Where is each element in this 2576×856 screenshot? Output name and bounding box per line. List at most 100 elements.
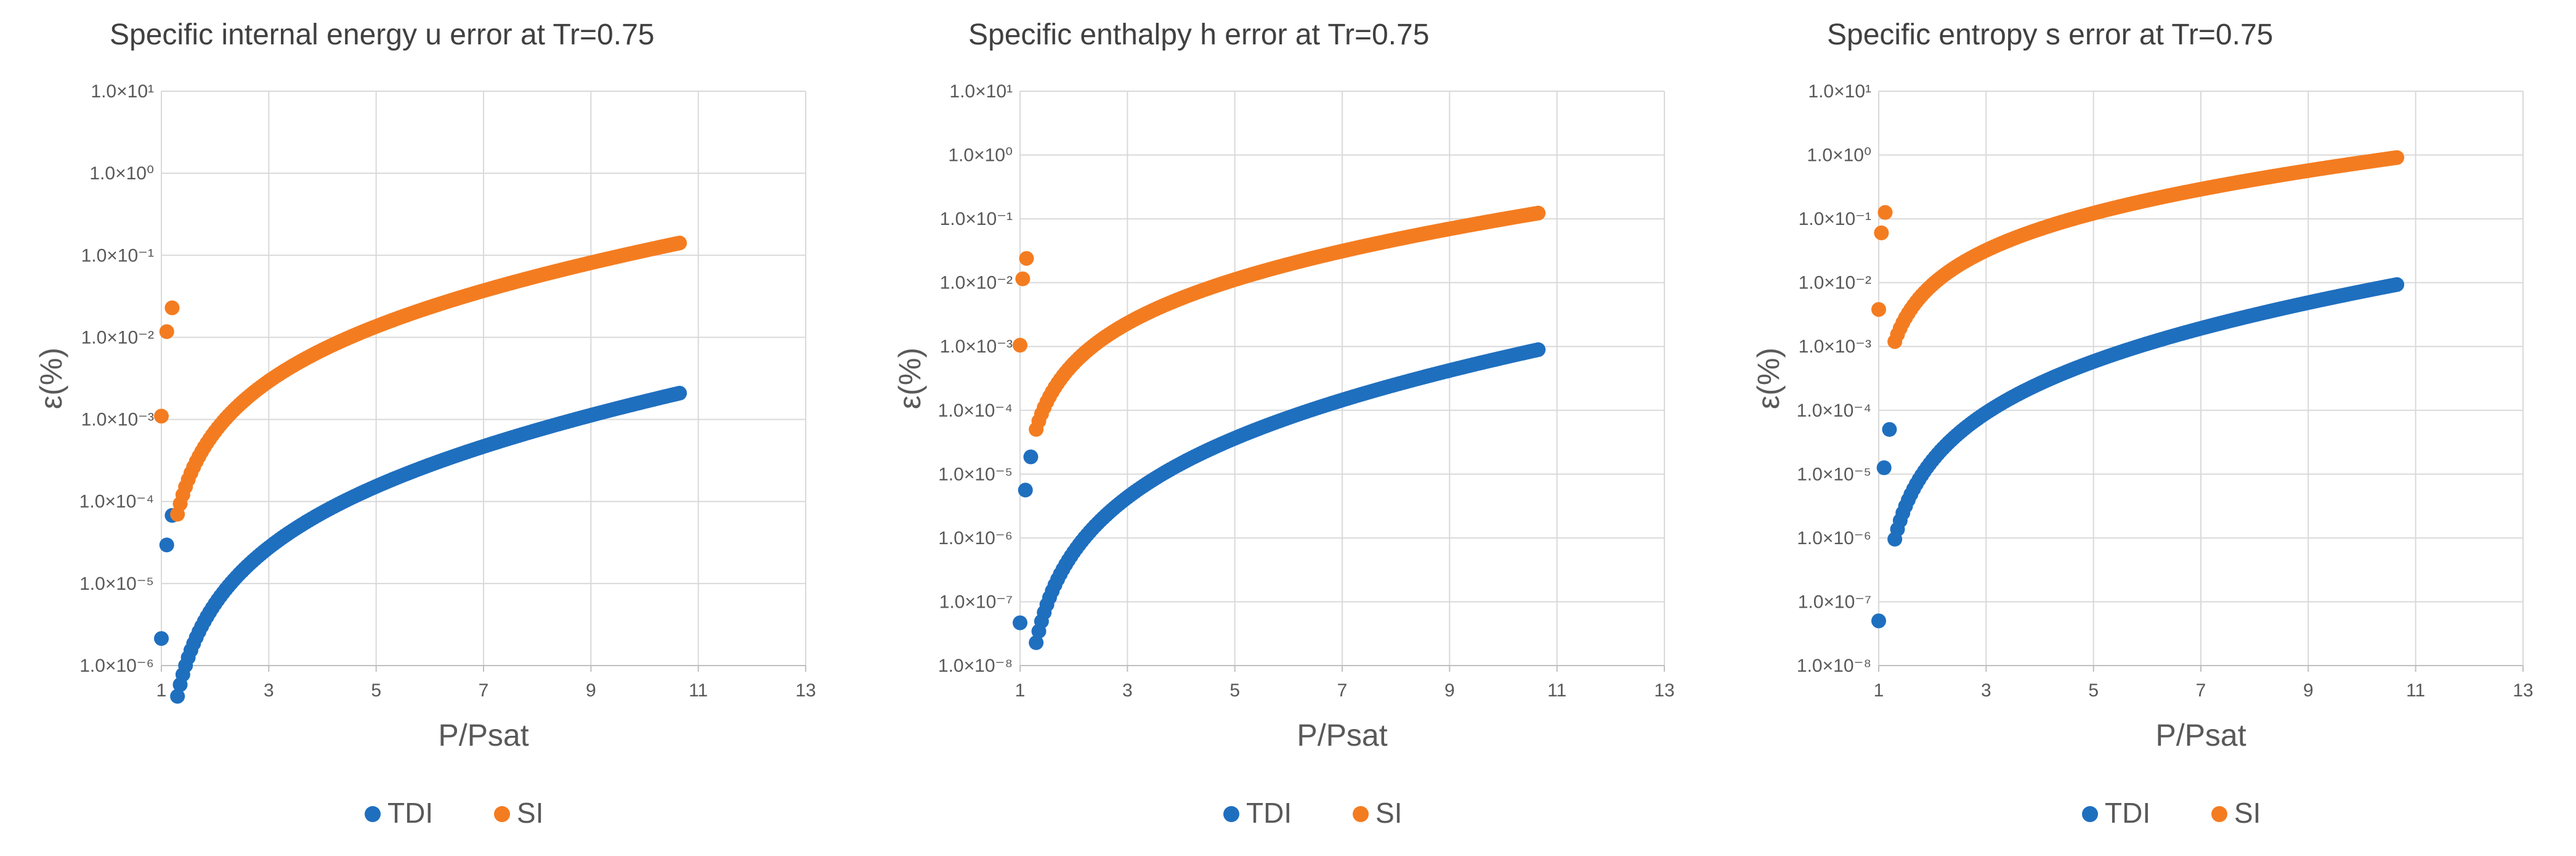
legend-marker-tdi — [1223, 806, 1239, 822]
y-tick-label: 1.0×10⁻² — [81, 327, 154, 348]
series-si — [1871, 150, 2405, 349]
y-axis-label: ε(%) — [1751, 348, 1786, 409]
y-tick-label: 1.0×10¹ — [91, 81, 154, 102]
chart-enthalpy: Specific enthalpy h error at Tr=0.75 1.0×… — [893, 18, 1675, 829]
legend-label-tdi: TDI — [387, 797, 433, 829]
y-axis-label: ε(%) — [893, 348, 927, 409]
data-point-si — [1015, 271, 1031, 287]
legend-marker-tdi — [2082, 806, 2098, 822]
legend-label-si: SI — [2234, 797, 2261, 829]
y-tick-label: 1.0×10⁻⁴ — [1797, 401, 1871, 421]
y-tick-label: 1.0×10⁰ — [948, 145, 1013, 166]
data-point-si — [1013, 338, 1027, 353]
y-tick-label: 1.0×10⁻³ — [1799, 336, 1871, 357]
chart-panel-internal-energy: Specific internal energy u error at Tr=0… — [0, 0, 859, 856]
data-point-tdi — [1531, 342, 1546, 357]
x-tick-label: 13 — [2513, 680, 2533, 701]
legend-label-tdi: TDI — [1246, 797, 1292, 829]
y-tick-label: 1.0×10⁻⁷ — [1798, 592, 1871, 612]
x-tick-label: 3 — [1981, 680, 1991, 701]
x-tick-label: 1 — [1874, 680, 1884, 701]
x-tick-label: 5 — [1229, 680, 1240, 701]
data-point-si — [1877, 205, 1893, 220]
x-tick-label: 11 — [1547, 680, 1566, 701]
chart-panel-enthalpy: Specific enthalpy h error at Tr=0.75 1.0×… — [859, 0, 1717, 856]
chart-entropy: Specific entropy s error at Tr=0.75 1.0×1… — [1751, 18, 2533, 829]
data-point-si — [1019, 251, 1034, 266]
data-point-tdi — [672, 385, 687, 401]
y-tick-label: 1.0×10⁻² — [1799, 273, 1871, 293]
y-tick-label: 1.0×10⁻⁸ — [1797, 656, 1871, 676]
chart-internal-energy: Specific internal energy u error at Tr=0… — [34, 18, 816, 829]
series-tdi — [1013, 342, 1546, 650]
data-point-si — [164, 300, 180, 316]
x-tick-label: 3 — [1122, 680, 1133, 701]
data-point-si — [1871, 302, 1886, 317]
y-tick-label: 1.0×10⁻⁶ — [938, 528, 1013, 548]
x-tick-label: 5 — [371, 680, 381, 701]
data-point-tdi — [1018, 483, 1033, 498]
data-point-tdi — [2389, 277, 2405, 292]
data-point-tdi — [1013, 615, 1027, 630]
legend-label-si: SI — [517, 797, 543, 829]
y-tick-label: 1.0×10⁻³ — [940, 336, 1013, 357]
y-tick-label: 1.0×10⁻⁷ — [939, 592, 1013, 612]
series-si — [1013, 205, 1546, 437]
x-tick-label: 13 — [795, 680, 816, 701]
x-tick-label: 11 — [2406, 680, 2425, 701]
chart-title: Specific entropy s error at Tr=0.75 — [1827, 18, 2273, 51]
data-point-si — [159, 324, 174, 340]
y-tick-label: 1.0×10⁻¹ — [81, 245, 154, 266]
data-point-tdi — [1876, 460, 1892, 475]
x-tick-label: 1 — [156, 680, 167, 701]
data-point-tdi — [154, 631, 169, 646]
y-tick-label: 1.0×10⁰ — [1807, 145, 1871, 166]
y-tick-label: 1.0×10⁻⁵ — [1797, 464, 1871, 484]
y-tick-label: 1.0×10⁻⁸ — [938, 656, 1013, 676]
x-tick-label: 9 — [1444, 680, 1455, 701]
legend-marker-si — [1353, 806, 1369, 822]
legend-label-si: SI — [1375, 797, 1402, 829]
x-tick-label: 7 — [479, 680, 489, 701]
y-tick-label: 1.0×10⁻⁶ — [79, 656, 154, 676]
legend-marker-tdi — [365, 806, 381, 822]
data-point-tdi — [1023, 449, 1039, 465]
x-tick-label: 5 — [2088, 680, 2099, 701]
chart-title: Specific internal energy u error at Tr=0… — [110, 18, 654, 51]
y-tick-label: 1.0×10⁻⁵ — [938, 464, 1013, 484]
legend-marker-si — [494, 806, 510, 822]
y-tick-label: 1.0×10⁻⁴ — [79, 492, 154, 512]
chart-title: Specific enthalpy h error at Tr=0.75 — [968, 18, 1429, 51]
x-tick-label: 9 — [2303, 680, 2314, 701]
x-axis-label: P/Psat — [2155, 718, 2246, 752]
x-tick-label: 7 — [2196, 680, 2206, 701]
data-point-si — [2389, 150, 2405, 165]
data-point-tdi — [1882, 422, 1897, 437]
y-tick-label: 1.0×10⁻³ — [81, 410, 154, 430]
y-tick-label: 1.0×10⁻¹ — [1799, 209, 1871, 229]
data-point-tdi — [170, 688, 185, 704]
y-tick-label: 1.0×10⁻² — [940, 273, 1013, 293]
legend-label-tdi: TDI — [2105, 797, 2150, 829]
x-tick-label: 9 — [586, 680, 596, 701]
y-tick-label: 1.0×10¹ — [1808, 81, 1871, 102]
data-point-si — [154, 409, 169, 424]
series-tdi — [1871, 277, 2405, 629]
x-tick-label: 1 — [1015, 680, 1026, 701]
x-tick-label: 11 — [689, 680, 708, 701]
series-si — [154, 235, 687, 522]
chart-panel-entropy: Specific entropy s error at Tr=0.75 1.0×1… — [1717, 0, 2576, 856]
y-tick-label: 1.0×10⁰ — [89, 163, 154, 184]
y-tick-label: 1.0×10⁻⁵ — [79, 574, 154, 594]
series-tdi — [154, 385, 687, 704]
y-axis-label: ε(%) — [34, 348, 68, 409]
x-axis-label: P/Psat — [1297, 718, 1387, 752]
x-tick-label: 3 — [264, 680, 274, 701]
x-tick-label: 7 — [1337, 680, 1348, 701]
data-point-si — [1874, 225, 1889, 240]
x-tick-label: 13 — [1654, 680, 1674, 701]
y-tick-label: 1.0×10⁻¹ — [940, 209, 1013, 229]
data-point-si — [1531, 205, 1546, 221]
y-tick-label: 1.0×10¹ — [949, 81, 1013, 102]
data-point-tdi — [1029, 635, 1044, 650]
